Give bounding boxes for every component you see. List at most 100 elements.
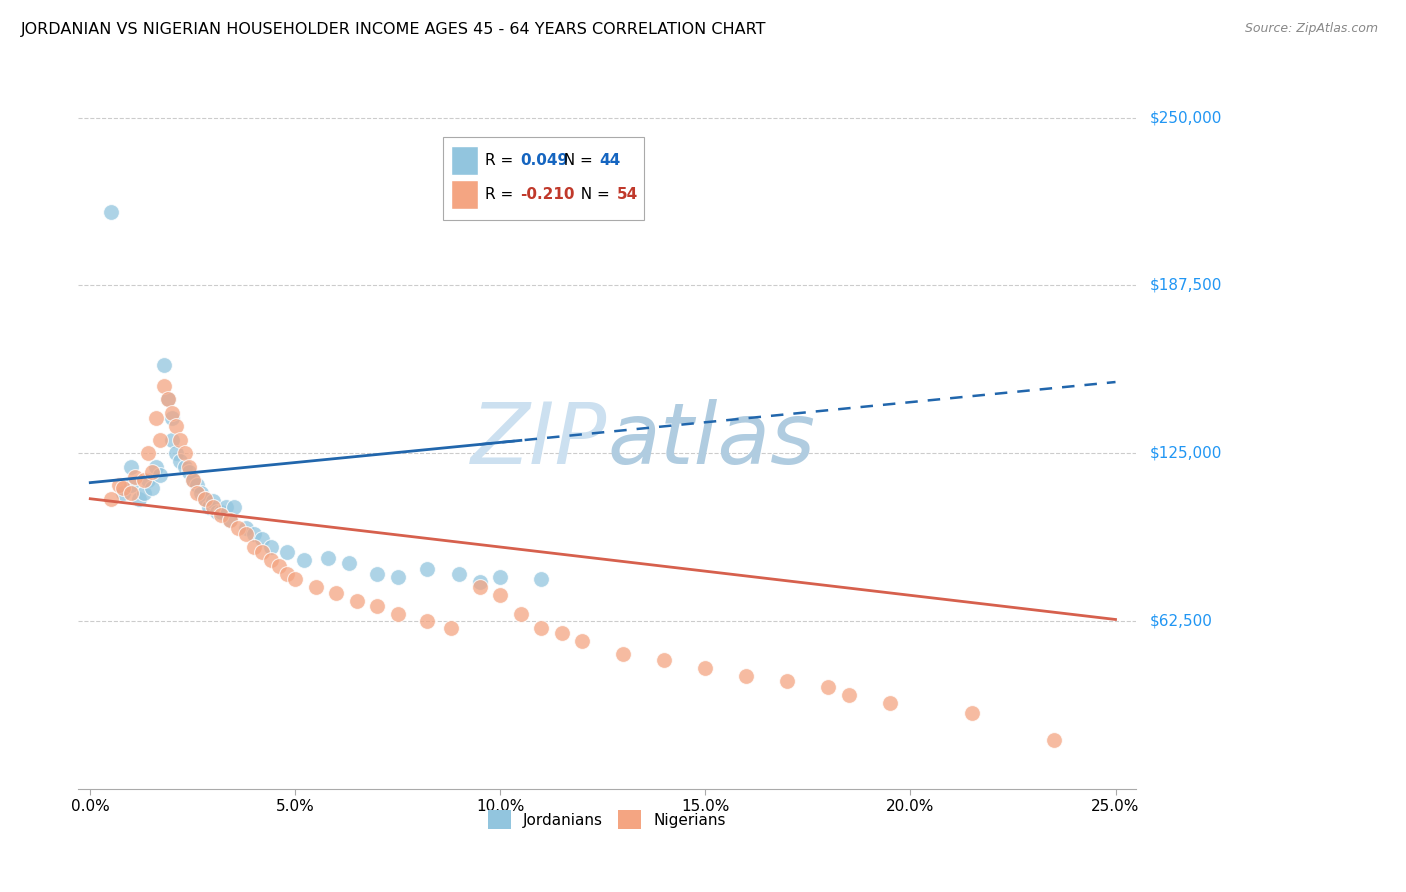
Point	[169, 433, 191, 447]
Point	[100, 491, 122, 506]
Point	[194, 491, 217, 506]
Point	[817, 680, 839, 694]
Point	[108, 478, 131, 492]
Point	[366, 566, 388, 581]
Point	[157, 392, 180, 407]
Text: atlas: atlas	[607, 400, 815, 483]
FancyBboxPatch shape	[443, 136, 644, 219]
Point	[132, 486, 155, 500]
Point	[100, 204, 122, 219]
Point	[612, 648, 634, 662]
Point	[132, 473, 155, 487]
Point	[145, 411, 167, 425]
Point	[165, 419, 187, 434]
Point	[415, 614, 437, 628]
Point	[136, 446, 159, 460]
Text: N =: N =	[554, 153, 598, 168]
Point	[260, 553, 283, 567]
Point	[120, 478, 142, 492]
Point	[243, 540, 266, 554]
Point	[165, 446, 187, 460]
Point	[260, 540, 283, 554]
Point	[695, 661, 717, 675]
Point	[186, 486, 208, 500]
Point	[316, 550, 339, 565]
Point	[960, 706, 983, 721]
Point	[194, 491, 217, 506]
Point	[468, 580, 491, 594]
Point	[735, 669, 758, 683]
Point	[252, 545, 274, 559]
Text: JORDANIAN VS NIGERIAN HOUSEHOLDER INCOME AGES 45 - 64 YEARS CORRELATION CHART: JORDANIAN VS NIGERIAN HOUSEHOLDER INCOME…	[21, 22, 766, 37]
Point	[276, 545, 298, 559]
Point	[776, 674, 799, 689]
Point	[211, 508, 233, 522]
Point	[530, 572, 553, 586]
Point	[284, 572, 307, 586]
Point	[449, 566, 471, 581]
Point	[235, 521, 257, 535]
Point	[112, 481, 135, 495]
Point	[173, 459, 195, 474]
Text: ZIP: ZIP	[471, 400, 607, 483]
Text: 0.049: 0.049	[520, 153, 568, 168]
Point	[267, 558, 290, 573]
Point	[551, 626, 574, 640]
Point	[141, 481, 163, 495]
Point	[489, 588, 512, 602]
Point	[337, 556, 360, 570]
Legend: Jordanians, Nigerians: Jordanians, Nigerians	[482, 805, 733, 835]
Point	[292, 553, 315, 567]
Point	[162, 406, 184, 420]
Point	[162, 411, 184, 425]
Point	[235, 526, 257, 541]
Point	[181, 473, 204, 487]
Point	[190, 486, 212, 500]
Point	[530, 621, 553, 635]
Point	[1043, 733, 1066, 747]
Point	[120, 486, 142, 500]
Point	[305, 580, 328, 594]
Point	[387, 607, 409, 621]
Point	[186, 478, 208, 492]
Bar	[451, 180, 478, 209]
Point	[226, 521, 249, 535]
Point	[141, 465, 163, 479]
Point	[162, 433, 184, 447]
Point	[181, 473, 204, 487]
Point	[509, 607, 531, 621]
Point	[440, 621, 463, 635]
Point	[112, 486, 135, 500]
Text: R =: R =	[485, 153, 519, 168]
Point	[346, 593, 368, 607]
Point	[468, 574, 491, 589]
Point	[153, 358, 176, 372]
Bar	[451, 146, 478, 175]
Point	[157, 392, 180, 407]
Point	[149, 433, 172, 447]
Point	[120, 459, 142, 474]
Point	[415, 561, 437, 575]
Point	[169, 454, 191, 468]
Point	[838, 688, 860, 702]
Point	[218, 513, 240, 527]
Point	[243, 526, 266, 541]
Point	[177, 465, 200, 479]
Text: $125,000: $125,000	[1150, 446, 1222, 460]
Point	[366, 599, 388, 613]
Text: N =: N =	[571, 187, 614, 202]
Text: 44: 44	[599, 153, 621, 168]
Point	[128, 491, 150, 506]
Point	[218, 513, 240, 527]
Point	[489, 569, 512, 583]
Point	[207, 505, 229, 519]
Point	[202, 494, 225, 508]
Point	[879, 696, 901, 710]
Text: -0.210: -0.210	[520, 187, 575, 202]
Point	[198, 500, 221, 514]
Point	[136, 473, 159, 487]
Point	[177, 459, 200, 474]
Point	[654, 653, 676, 667]
Point	[571, 634, 593, 648]
Text: $250,000: $250,000	[1150, 111, 1222, 125]
